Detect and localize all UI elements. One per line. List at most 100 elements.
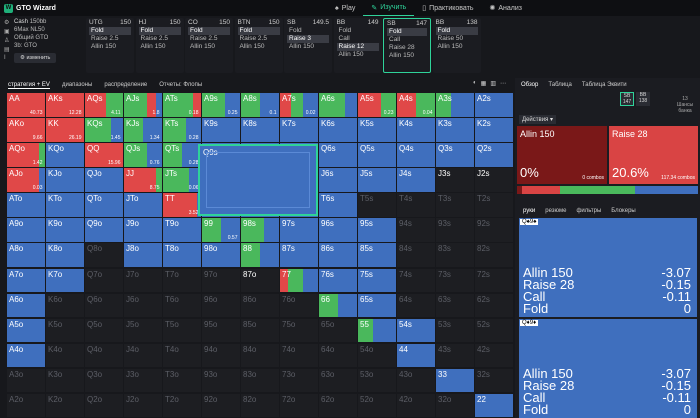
hands-tab-0[interactable]: руки — [523, 208, 536, 214]
hand-cell[interactable]: 42s — [474, 342, 514, 369]
hand-cell[interactable]: 52s — [474, 317, 514, 344]
hand-cell[interactable]: 77 — [279, 267, 319, 294]
hand-cell[interactable]: KQo — [45, 142, 85, 168]
hand-cell[interactable]: T4s — [396, 192, 436, 218]
toolbar-tab-2[interactable]: распределение — [104, 81, 148, 88]
hand-cell[interactable]: KTo — [45, 192, 85, 218]
hand-cell[interactable]: 99 0.57 — [201, 217, 241, 243]
hand-cell[interactable]: 64s — [396, 292, 436, 319]
hand-cell[interactable]: 76o — [279, 292, 319, 319]
hand-cell[interactable]: 65o — [318, 317, 358, 344]
hand-cell[interactable]: AKs 12.28 — [45, 92, 85, 118]
hand-cell[interactable]: TT 3.52 — [162, 192, 202, 218]
hand-cell[interactable]: J4o — [123, 342, 163, 369]
hand-cell[interactable]: A4o — [6, 342, 46, 369]
hand-cell[interactable]: J3s — [435, 167, 475, 193]
hand-cell[interactable]: 98o — [201, 242, 241, 269]
action-option[interactable]: Fold — [289, 27, 302, 34]
action-option[interactable]: Allin 150 — [338, 51, 364, 58]
hand-cell[interactable]: 74o — [279, 342, 319, 369]
grid-icon[interactable]: ▦ — [480, 81, 487, 87]
hand-cell[interactable]: AQo 1.42 — [6, 142, 46, 168]
hand-cell[interactable]: A6o — [6, 292, 46, 319]
mini-pos-1[interactable]: BB 138 — [636, 92, 650, 106]
settings-icon[interactable]: ⚙ — [4, 20, 10, 26]
hands-tab-3[interactable]: Блокеры — [611, 208, 636, 214]
hand-cell[interactable]: 97s — [279, 217, 319, 243]
action-option[interactable]: Raise 2.5 — [91, 35, 119, 42]
hand-cell[interactable]: J4s — [396, 167, 436, 193]
half-circle-icon[interactable]: ◐ — [473, 80, 477, 86]
action-option[interactable]: Raise 12 — [336, 43, 379, 51]
hand-cell[interactable]: KJo — [45, 167, 85, 193]
hand-cell[interactable]: QQ 15.96 — [84, 142, 124, 168]
user-icon[interactable]: ♙ — [4, 38, 10, 44]
hand-cell[interactable]: AQs 4.11 — [84, 92, 124, 118]
hand-cell[interactable]: J7o — [123, 267, 163, 294]
hand-cell[interactable]: A8o — [6, 242, 46, 269]
action-option[interactable]: Raise 50 — [437, 35, 464, 42]
nav-0[interactable]: ♠ Play — [327, 0, 363, 16]
hand-cell[interactable]: T9o — [162, 217, 202, 243]
hand-cell[interactable]: K2o — [45, 392, 85, 418]
change-button[interactable]: ⚙ изменить — [14, 53, 57, 63]
hand-cell[interactable]: Q2s — [474, 142, 514, 168]
hand-cell[interactable]: AKo 9.66 — [6, 117, 46, 143]
hand-cell[interactable]: 85o — [240, 317, 280, 344]
table-icon[interactable]: ▤ — [4, 47, 10, 53]
hand-cell[interactable]: J5s — [357, 167, 397, 193]
hand-cell[interactable]: K8s — [240, 117, 280, 143]
hand-cell[interactable]: T2o — [162, 392, 202, 418]
position-3[interactable]: BTN 150 Fold Raise 2.5 Allin 150 — [234, 18, 283, 73]
hand-cell[interactable]: J9o — [123, 217, 163, 243]
hand-cell[interactable]: KJs 1.34 — [123, 117, 163, 143]
hand-cell[interactable]: KTs 0.28 — [162, 117, 202, 143]
hand-cell[interactable]: 32s — [474, 367, 514, 394]
hand-cell[interactable]: A7o — [6, 267, 46, 294]
hand-cell[interactable]: K6o — [45, 292, 85, 319]
hand-cell[interactable]: 73o — [279, 367, 319, 394]
action-option[interactable]: Allin 150 — [289, 43, 314, 50]
hand-cell[interactable]: 92s — [474, 217, 514, 243]
hand-cell[interactable]: A3s — [435, 92, 475, 118]
right-tab-1[interactable]: Таблица — [548, 82, 572, 88]
hand-cell[interactable]: 84o — [240, 342, 280, 369]
hand-cell[interactable]: 63o — [318, 367, 358, 394]
action-option[interactable]: Fold — [338, 27, 352, 34]
hand-cell[interactable]: A2o — [6, 392, 46, 418]
hand-cell[interactable]: Q6o — [84, 292, 124, 319]
hand-cell[interactable]: Q3o — [84, 367, 124, 394]
hand-cell[interactable]: ATs 0.18 — [162, 92, 202, 118]
mini-pos-0[interactable]: SB 147 — [620, 92, 634, 106]
action-option[interactable]: Allin 150 — [239, 43, 265, 50]
hand-cell[interactable]: 93o — [201, 367, 241, 394]
hand-cell[interactable]: 54o — [357, 342, 397, 369]
action-option[interactable]: Fold — [138, 27, 181, 35]
hand-cell[interactable]: J5o — [123, 317, 163, 344]
hand-cell[interactable]: T8o — [162, 242, 202, 269]
hand-cell[interactable]: 94o — [201, 342, 241, 369]
hand-cell[interactable]: A6s — [318, 92, 358, 118]
hand-cell[interactable]: 85s — [357, 242, 397, 269]
hand-cell[interactable]: 42o — [396, 392, 436, 418]
toolbar-tab-1[interactable]: диапазоны — [61, 81, 93, 88]
hand-cell[interactable]: J8o — [123, 242, 163, 269]
hands-tab-1[interactable]: резюме — [545, 208, 567, 214]
hand-cell[interactable]: 88 — [240, 242, 280, 269]
text-icon[interactable]: I — [4, 55, 6, 61]
action-option[interactable]: Call — [338, 35, 350, 42]
hand-cell[interactable]: 72o — [279, 392, 319, 418]
hand-cell[interactable]: 55 — [357, 317, 397, 344]
hand-cell[interactable]: 43s — [435, 342, 475, 369]
action-option[interactable]: Allin 150 — [389, 52, 414, 59]
hand-cell[interactable]: K7s — [279, 117, 319, 143]
hands-tab-2[interactable]: фильтры — [576, 208, 602, 214]
hand-cell[interactable]: 83s — [435, 242, 475, 269]
action-option[interactable]: Raise 2.5 — [190, 35, 218, 42]
toolbar-tab-0[interactable]: стратегия + EV — [8, 81, 50, 89]
hand-cell[interactable]: 75o — [279, 317, 319, 344]
action-option[interactable]: Fold — [435, 27, 478, 35]
position-0[interactable]: UTG 150 Fold Raise 2.5 Allin 150 — [86, 18, 134, 73]
hand-cell[interactable]: K5o — [45, 317, 85, 344]
position-2[interactable]: CO 150 Fold Raise 2.5 Allin 150 — [185, 18, 233, 73]
